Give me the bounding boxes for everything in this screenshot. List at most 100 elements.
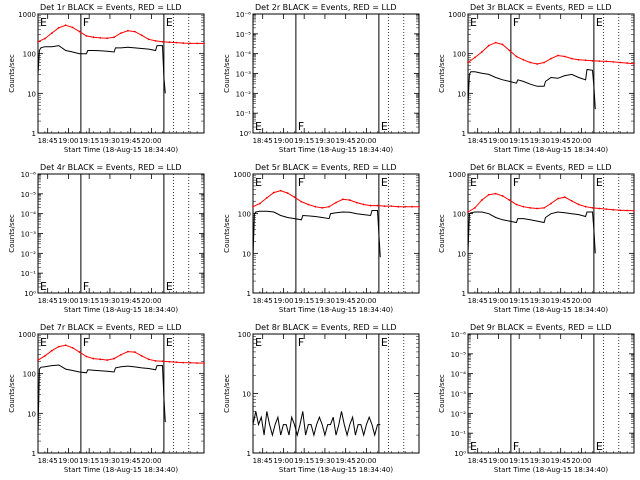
lld-data-point — [348, 199, 351, 201]
lld-data-point — [133, 351, 136, 353]
x-tick-label: 19:30 — [315, 297, 335, 305]
lld-data-point — [175, 41, 178, 44]
y-tick-label: 10⁻⁶ — [451, 331, 467, 339]
lld-data-point — [619, 61, 622, 64]
x-tick-label: 20:00 — [141, 297, 161, 305]
series-events-line — [467, 68, 596, 110]
x-tick-label: 19:00 — [488, 297, 508, 305]
lld-data-point — [57, 345, 60, 348]
lld-data-point — [584, 205, 587, 208]
panel-title: Det 9r BLACK = Events, RED = LLD — [470, 323, 612, 332]
lld-data-point — [64, 344, 67, 347]
series-events-line — [252, 411, 381, 438]
event-marker-label: E — [166, 280, 173, 293]
x-tick-label: 19:15 — [79, 297, 99, 305]
lld-data-point — [203, 42, 205, 45]
lld-data-point — [293, 196, 296, 199]
lld-data-point — [50, 349, 53, 352]
event-marker-label: E — [166, 336, 173, 349]
plot-frame — [37, 173, 205, 294]
y-axis-label: Counts/sec — [8, 54, 16, 93]
lld-data-point — [515, 55, 518, 58]
y-tick-label: 100 — [23, 371, 36, 379]
x-tick-label: 20:00 — [141, 457, 161, 465]
x-tick-label: 19:00 — [273, 137, 293, 145]
lld-data-point — [44, 355, 46, 357]
event-marker-label: F — [83, 16, 89, 29]
x-tick-label: 20:00 — [356, 137, 376, 145]
x-tick-label: 18:45 — [253, 137, 273, 145]
lld-data-point — [508, 49, 511, 52]
series-events-line — [252, 210, 381, 258]
lld-data-point — [543, 61, 545, 64]
lld-data-point — [113, 36, 115, 39]
series-lld-line — [467, 42, 635, 65]
y-tick-label: 10⁻² — [451, 410, 467, 418]
y-tick-label: 10⁻¹ — [451, 430, 467, 438]
x-tick-label: 19:45 — [551, 457, 571, 465]
x-tick-label: 19:45 — [551, 297, 571, 305]
lld-data-point — [591, 206, 594, 209]
lld-data-point — [203, 362, 205, 364]
lld-data-point — [411, 205, 413, 208]
y-tick-label: 10⁻⁴ — [236, 51, 252, 59]
lld-data-point — [480, 51, 483, 53]
event-marker-label: E — [596, 16, 603, 29]
lld-data-point — [307, 203, 310, 206]
lld-data-point — [286, 192, 289, 194]
event-marker-label: E — [40, 336, 47, 349]
x-tick-label: 19:15 — [294, 457, 314, 465]
x-tick-label: 18:45 — [253, 457, 273, 465]
event-marker-label: E — [381, 120, 388, 133]
lld-data-point — [168, 41, 171, 44]
lld-data-point — [626, 209, 628, 212]
lld-data-point — [397, 205, 400, 208]
lld-data-point — [71, 26, 74, 29]
y-tick-label: 100 — [453, 211, 466, 219]
plot-frame — [37, 13, 205, 134]
lld-data-point — [133, 30, 136, 33]
lld-data-point — [577, 203, 580, 206]
lld-data-point — [536, 63, 539, 65]
lld-data-point — [557, 54, 559, 57]
y-tick-label: 10 — [242, 391, 251, 399]
x-tick-label: 18:45 — [38, 137, 58, 145]
y-tick-label: 1 — [32, 450, 36, 458]
event-marker-label: E — [381, 336, 388, 349]
lld-data-point — [106, 359, 109, 361]
lld-data-point — [196, 42, 198, 45]
y-tick-label: 1000 — [18, 11, 36, 19]
x-axis-label: Start Time (18-Aug-15 18:34:40) — [64, 466, 178, 474]
x-axis-label: Start Time (18-Aug-15 18:34:40) — [279, 466, 393, 474]
x-tick-label: 19:15 — [509, 457, 529, 465]
series-events-line — [37, 364, 166, 435]
lld-data-point — [550, 57, 552, 60]
lld-data-point — [154, 359, 157, 362]
event-marker-label: E — [470, 176, 477, 189]
lld-data-point — [99, 358, 102, 361]
x-tick-label: 20:00 — [571, 297, 591, 305]
panel-det-2: Det 2r BLACK = Events, RED = LLD 10⁰ 10⁻¹ 1… — [223, 3, 420, 154]
lld-data-point — [50, 32, 53, 34]
panel-title: Det 8r BLACK = Events, RED = LLD — [255, 323, 397, 332]
x-axis-label: Start Time (18-Aug-15 18:34:40) — [279, 146, 393, 154]
y-tick-label: 1000 — [448, 171, 466, 179]
lld-data-point — [369, 204, 372, 207]
series-lld-line — [37, 24, 205, 44]
lld-data-point — [570, 57, 573, 60]
lld-data-point — [321, 206, 324, 209]
lld-data-point — [78, 351, 81, 353]
y-axis-label: Counts/sec — [438, 214, 446, 253]
x-tick-label: 19:45 — [336, 297, 356, 305]
x-tick-label: 19:00 — [273, 297, 293, 305]
y-tick-label: 10⁻³ — [21, 231, 37, 239]
y-tick-label: 10⁰ — [454, 450, 466, 458]
lld-data-point — [168, 360, 171, 363]
lld-data-point — [467, 61, 469, 64]
lld-data-point — [85, 35, 88, 37]
event-marker-label: E — [470, 440, 477, 453]
panel-title: Det 4r BLACK = Events, RED = LLD — [40, 163, 182, 172]
y-tick-label: 10⁰ — [24, 290, 36, 298]
lld-data-point — [328, 205, 330, 208]
event-marker-label: F — [298, 120, 304, 133]
